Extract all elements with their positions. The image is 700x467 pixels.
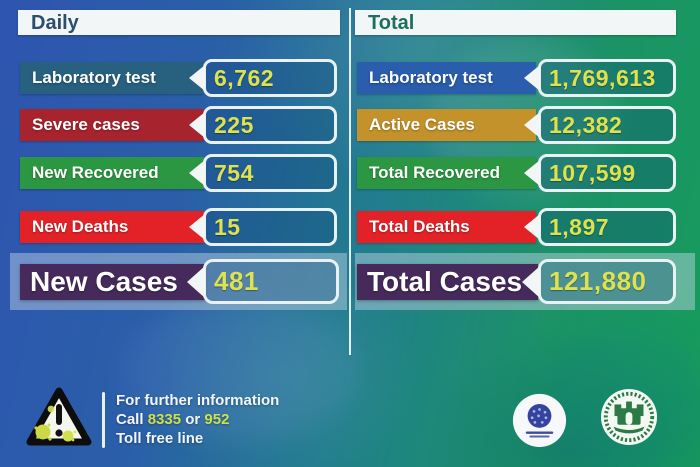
total-header-bar: Total (355, 10, 676, 35)
stat-label-bar: Total Deaths (357, 211, 536, 243)
stat-value: 6,762 (214, 64, 275, 91)
new-cases-label-bar: New Cases (20, 264, 205, 300)
stat-value-box: 12,382 (524, 106, 676, 144)
total-cases-label-bar: Total Cases (357, 264, 538, 300)
arrow-left-icon (189, 160, 205, 186)
stat-value-box: 1,769,613 (524, 59, 676, 97)
stat-value-box: 6,762 (189, 59, 337, 97)
stat-value: 1,897 (549, 213, 610, 240)
stat-label-bar: Laboratory test (357, 62, 536, 94)
stat-value: 12,382 (549, 111, 623, 138)
hotline-line2: Call 8335 or 952 (116, 410, 279, 429)
phone-number-1: 8335 (147, 411, 182, 428)
new-cases-value: 481 (214, 266, 259, 296)
arrow-left-icon (524, 65, 540, 91)
hotline-line3: Toll free line (116, 430, 204, 447)
arrow-left-icon (189, 112, 205, 138)
footer: For further information Call 8335 or 952… (0, 380, 700, 467)
hotline-line1: For further information (116, 392, 280, 409)
stat-label: New Recovered (32, 163, 159, 182)
stat-value-box: 225 (189, 106, 337, 144)
call-word: Call (116, 411, 144, 428)
arrow-left-icon (524, 214, 540, 240)
arrow-left-icon (189, 214, 205, 240)
footer-divider (102, 392, 105, 448)
daily-header-label: Daily (31, 11, 79, 34)
arrow-left-icon (522, 265, 540, 298)
stat-label-bar: Severe cases (20, 109, 204, 141)
arrow-left-icon (524, 160, 540, 186)
new-cases-value-box: 481 (187, 259, 339, 304)
stat-label-bar: Laboratory test (20, 62, 204, 94)
stat-value-box: 107,599 (524, 154, 676, 192)
daily-header-bar: Daily (18, 10, 340, 35)
stat-label: Laboratory test (369, 68, 493, 87)
stat-label-bar: Active Cases (357, 109, 536, 141)
total-cases-label: Total Cases (367, 266, 523, 297)
stat-value-box: 15 (189, 208, 337, 246)
stat-value-box: 1,897 (524, 208, 676, 246)
stat-value-box: 754 (189, 154, 337, 192)
stat-label: Active Cases (369, 115, 475, 134)
new-cases-label: New Cases (30, 266, 178, 297)
hotline-info: For further information Call 8335 or 952… (116, 391, 279, 448)
stat-value: 225 (214, 111, 254, 138)
stat-label: Severe cases (32, 115, 140, 134)
stat-label: Total Recovered (369, 163, 501, 182)
stat-label: Total Deaths (369, 217, 470, 236)
phone-number-2: 952 (204, 411, 230, 428)
total-header-label: Total (368, 11, 415, 34)
total-cases-value-box: 121,880 (522, 259, 676, 304)
stat-value: 754 (214, 159, 254, 186)
or-word: or (185, 411, 201, 428)
stat-label-bar: New Deaths (20, 211, 204, 243)
stat-value: 107,599 (549, 159, 636, 186)
arrow-left-icon (189, 65, 205, 91)
arrow-left-icon (187, 265, 205, 298)
stat-label-bar: Total Recovered (357, 157, 536, 189)
stat-label: New Deaths (32, 217, 129, 236)
stat-value: 15 (214, 213, 241, 240)
stat-label: Laboratory test (32, 68, 156, 87)
virus-warning-triangle-icon (26, 387, 92, 446)
stat-label-bar: New Recovered (20, 157, 204, 189)
arrow-left-icon (524, 112, 540, 138)
column-total: Total Laboratory test 1,769,613 Active C… (350, 0, 700, 467)
column-divider (349, 8, 351, 355)
green-seal-round-logo (600, 388, 658, 446)
globe-emblem-round-logo (512, 393, 567, 448)
column-daily: Daily Laboratory test 6,762 Severe cases… (10, 10, 347, 310)
total-cases-value: 121,880 (549, 266, 647, 296)
stat-value: 1,769,613 (549, 64, 656, 91)
